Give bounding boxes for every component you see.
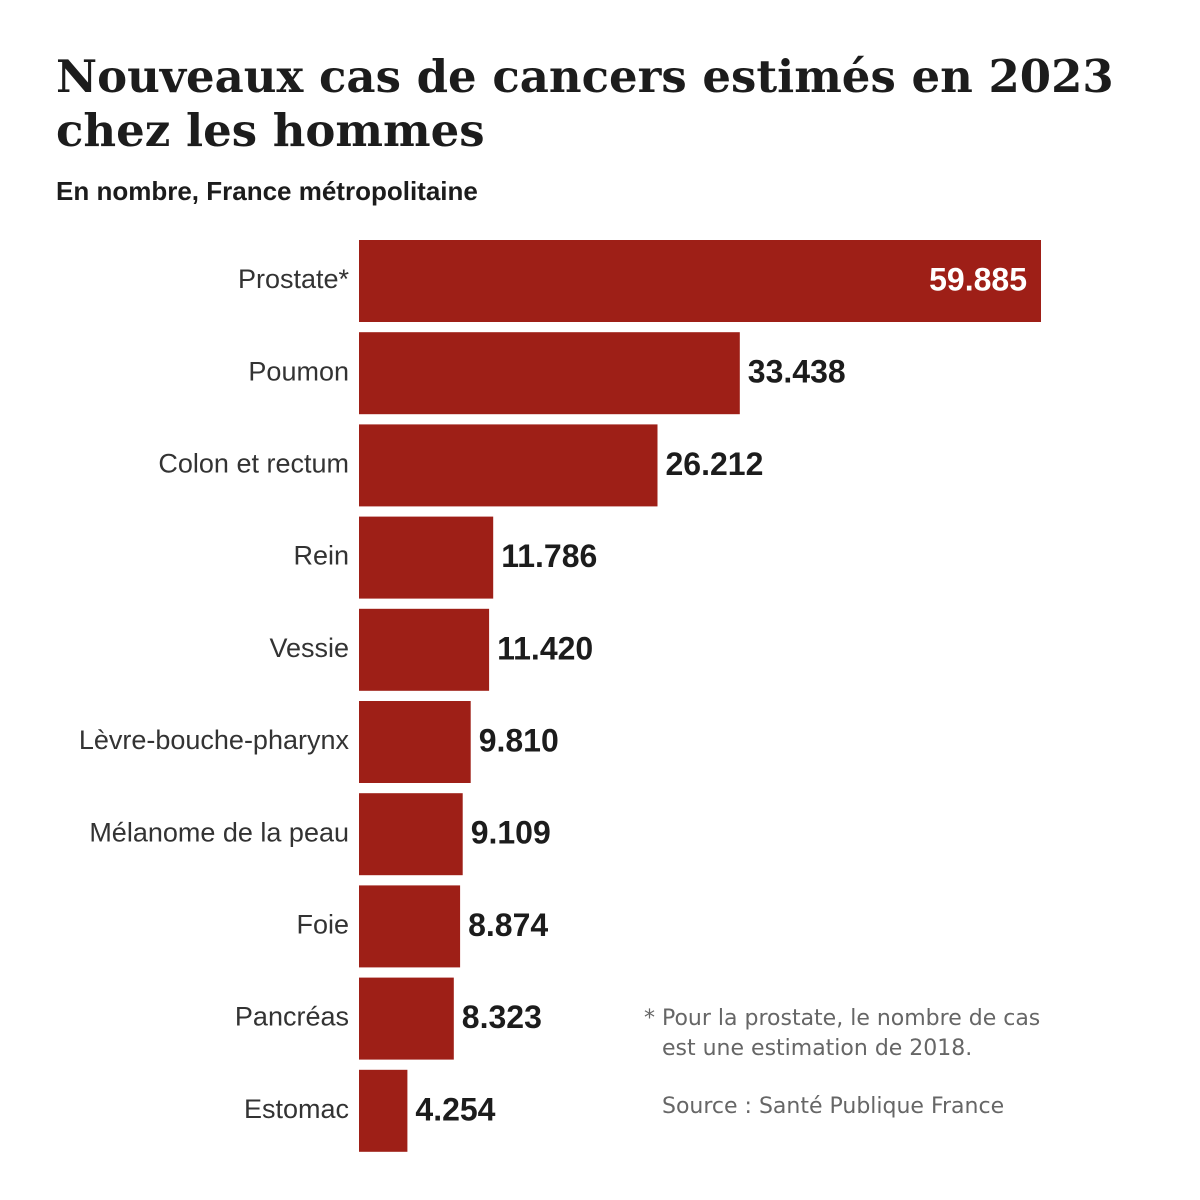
footnote-line2: est une estimation de 2018.	[662, 1036, 973, 1061]
value-label: 8.874	[468, 907, 548, 943]
value-label: 9.109	[471, 815, 551, 851]
bar	[359, 1069, 408, 1152]
value-label: 11.420	[497, 630, 593, 666]
chart-title-line2: chez les hommes	[56, 104, 485, 157]
category-label: Rein	[293, 541, 349, 571]
bar	[359, 701, 471, 783]
bar	[359, 793, 463, 876]
value-label: 26.212	[666, 446, 764, 482]
chart-title: Nouveaux cas de cancers estimés en 2023 …	[56, 50, 1156, 158]
bar	[359, 608, 490, 691]
footnote: * Pour la prostate, le nombre de cas est…	[644, 1004, 1084, 1064]
category-label: Foie	[296, 910, 349, 940]
bar	[359, 332, 740, 415]
source-note: Source : Santé Publique France	[662, 1094, 1005, 1119]
category-label: Estomac	[244, 1094, 349, 1124]
value-label: 8.323	[462, 999, 542, 1035]
chart-title-line1: Nouveaux cas de cancers estimés en 2023	[56, 50, 1114, 103]
category-label: Mélanome de la peau	[89, 817, 349, 847]
value-label: 11.786	[501, 538, 597, 574]
category-label: Colon et rectum	[158, 449, 349, 479]
bar	[359, 977, 454, 1060]
value-label: 4.254	[415, 1091, 495, 1127]
category-label: Pancréas	[235, 1002, 349, 1032]
chart-subtitle: En nombre, France métropolitaine	[56, 176, 478, 206]
category-label: Prostate*	[238, 264, 350, 294]
category-label: Poumon	[248, 356, 349, 386]
category-label: Vessie	[269, 633, 349, 663]
footnote-line1: * Pour la prostate, le nombre de cas	[644, 1006, 1041, 1031]
bar	[359, 516, 494, 599]
value-label: 59.885	[929, 261, 1027, 297]
bar	[359, 885, 461, 968]
bar	[359, 424, 658, 507]
bar	[359, 240, 1041, 322]
value-label: 9.810	[479, 722, 559, 758]
category-label: Lèvre-bouche-pharynx	[79, 725, 350, 755]
value-label: 33.438	[748, 354, 846, 390]
